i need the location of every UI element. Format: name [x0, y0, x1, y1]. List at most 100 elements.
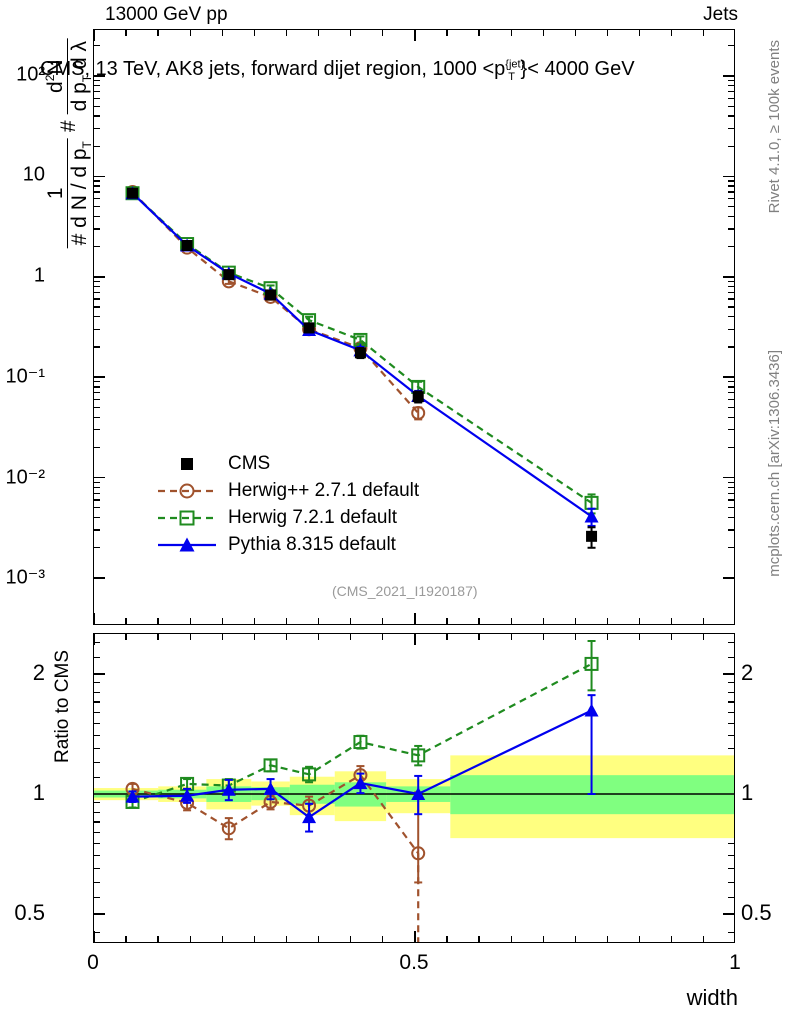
axis-tick — [671, 936, 673, 942]
data-marker — [179, 537, 195, 551]
y-tick-label-ratio-right: 0.5 — [741, 900, 772, 925]
axis-tick — [189, 634, 191, 640]
axis-tick — [728, 855, 734, 857]
axis-tick — [728, 285, 734, 288]
axis-tick — [414, 931, 416, 942]
axis-tick — [728, 931, 734, 933]
x-tick-label: 1 — [729, 951, 741, 974]
axis-tick — [317, 618, 320, 624]
axis-tick — [94, 776, 100, 779]
data-marker — [584, 703, 599, 717]
axis-tick — [94, 328, 100, 330]
axis-tick — [703, 618, 705, 624]
axis-tick — [728, 45, 734, 47]
axis-tick — [728, 127, 734, 130]
axis-tick — [317, 936, 320, 942]
axis-tick — [728, 507, 734, 509]
axis-tick — [728, 97, 734, 99]
ratio-plot-area — [94, 634, 734, 942]
data-marker — [302, 767, 317, 782]
axis-tick — [94, 276, 105, 278]
axis-tick — [285, 618, 288, 624]
axis-tick — [350, 618, 352, 624]
axis-tick — [728, 499, 734, 501]
axis-tick — [382, 30, 384, 36]
axis-tick — [671, 618, 673, 624]
axis-tick — [728, 896, 734, 899]
analysis-id-watermark: (CMS_2021_I1920187) — [332, 583, 478, 599]
series-polyline — [131, 192, 593, 518]
legend-item-1[interactable]: Herwig++ 2.7.1 default — [158, 477, 419, 504]
axis-tick — [94, 185, 100, 187]
axis-tick — [728, 867, 734, 870]
axis-tick — [728, 446, 734, 449]
data-marker — [181, 457, 193, 470]
axis-tick — [94, 97, 100, 99]
axis-tick — [94, 127, 100, 130]
data-marker — [411, 748, 426, 763]
axis-tick — [94, 613, 95, 624]
axis-tick — [94, 761, 100, 764]
axis-tick — [94, 673, 105, 675]
axis-tick — [382, 634, 384, 640]
axis-tick — [728, 691, 734, 693]
main-plot-area — [94, 30, 734, 624]
axis-tick — [728, 105, 734, 107]
axis-tick — [728, 346, 734, 348]
axis-tick — [94, 381, 100, 383]
axis-tick — [94, 723, 100, 725]
axis-tick — [446, 634, 448, 640]
axis-tick — [94, 701, 100, 703]
axis-tick — [638, 634, 641, 640]
legend-item-0[interactable]: CMS — [158, 450, 419, 477]
axis-tick — [638, 936, 641, 942]
axis-tick — [94, 79, 100, 82]
axis-tick — [94, 516, 100, 519]
axis-tick — [94, 285, 100, 288]
axis-tick — [728, 185, 734, 187]
axis-tick — [317, 30, 320, 36]
axis-tick — [94, 711, 100, 714]
axis-tick — [728, 486, 734, 488]
axis-tick — [94, 577, 105, 579]
axis-tick — [94, 843, 100, 845]
axis-tick — [253, 618, 255, 624]
legend-marker-square-filled-icon — [158, 453, 216, 475]
data-marker — [584, 509, 599, 523]
axis-tick — [94, 90, 100, 93]
axis-tick — [94, 821, 100, 823]
data-marker — [411, 405, 426, 420]
legend-label: Herwig++ 2.7.1 default — [228, 479, 420, 501]
axis-tick — [510, 634, 512, 640]
axis-tick — [638, 30, 641, 36]
axis-tick — [574, 634, 576, 640]
axis-tick — [221, 618, 223, 624]
axis-tick — [94, 175, 105, 178]
axis-tick — [94, 306, 100, 308]
axis-tick — [728, 215, 734, 217]
axis-tick — [94, 931, 95, 942]
axis-tick — [125, 618, 127, 624]
axis-tick — [94, 499, 100, 501]
axis-tick — [728, 416, 734, 418]
axis-tick — [606, 618, 609, 624]
legend-item-3[interactable]: Pythia 8.315 default — [158, 531, 419, 558]
axis-tick — [189, 30, 191, 36]
axis-tick — [94, 429, 100, 431]
axis-tick — [446, 30, 448, 36]
y-tick-label-main: 10 — [22, 163, 45, 186]
axis-tick — [94, 30, 95, 41]
legend-label: Pythia 8.315 default — [228, 533, 396, 555]
axis-tick — [728, 115, 734, 117]
axis-tick — [94, 855, 100, 857]
legend-item-2[interactable]: Herwig 7.2.1 default — [158, 504, 419, 531]
axis-tick — [94, 634, 95, 645]
axis-tick — [94, 280, 100, 283]
axis-tick — [728, 90, 734, 93]
axis-tick — [94, 75, 105, 77]
axis-tick — [94, 45, 100, 47]
axis-tick — [94, 811, 100, 813]
data-marker — [412, 391, 424, 403]
axis-tick — [728, 306, 734, 308]
axis-tick — [94, 180, 100, 182]
